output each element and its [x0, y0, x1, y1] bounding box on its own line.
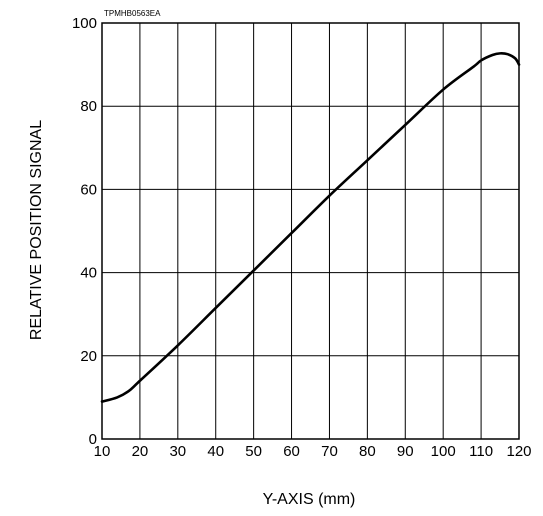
x-tick-label: 50: [245, 443, 262, 460]
y-axis-title: RELATIVE POSITION SIGNAL: [28, 120, 45, 340]
x-tick-label: 90: [397, 443, 414, 460]
figure-code: TPMHB0563EA: [104, 9, 161, 18]
x-tick-label: 80: [359, 443, 376, 460]
y-tick-label: 20: [80, 348, 97, 365]
x-tick-label: 70: [321, 443, 338, 460]
x-tick-label: 20: [132, 443, 149, 460]
x-tick-labels: 10 20 30 40 50 60 70 80 90 100 110 120: [94, 443, 532, 460]
y-tick-label: 40: [80, 265, 97, 282]
x-tick-label: 40: [207, 443, 224, 460]
y-tick-labels: 0 20 40 60 80 100: [72, 15, 97, 448]
x-tick-label: 10: [94, 443, 111, 460]
series-line: [100, 52, 521, 403]
plot-frame: [101, 22, 520, 440]
y-tick-label: 100: [72, 15, 97, 32]
grid: [102, 23, 519, 439]
x-tick-label: 110: [469, 443, 493, 460]
x-tick-label: 30: [169, 443, 186, 460]
y-tick-label: 0: [89, 431, 97, 448]
y-tick-label: 80: [80, 98, 97, 115]
y-tick-label: 60: [80, 181, 97, 198]
x-tick-label: 120: [506, 443, 531, 460]
x-axis-title: Y-AXIS (mm): [263, 491, 356, 508]
x-tick-label: 60: [283, 443, 300, 460]
x-tick-label: 100: [431, 443, 456, 460]
